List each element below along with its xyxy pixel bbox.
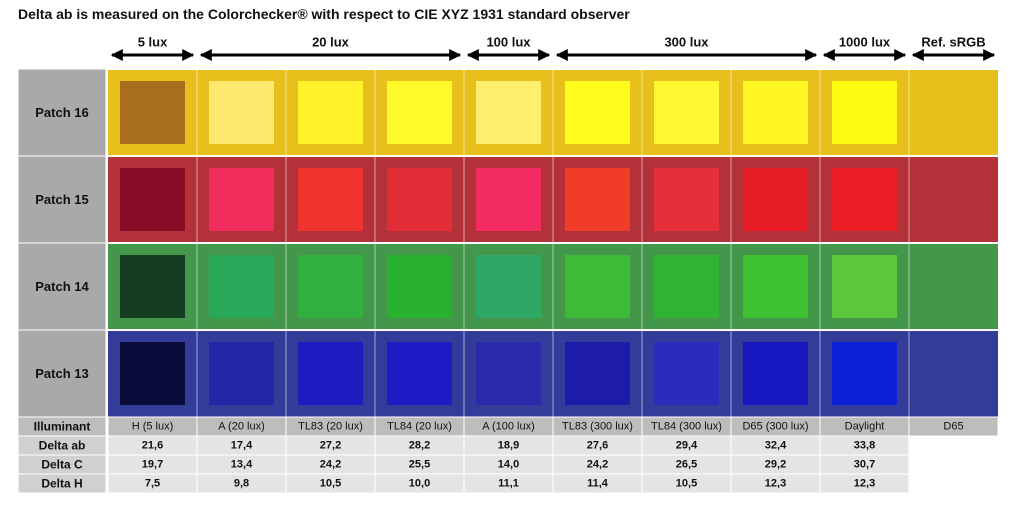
metric-value: 33,8 [854,440,875,452]
metric-value: 25,5 [409,459,430,471]
color-swatch [387,255,452,318]
metric-value: 14,0 [498,459,519,471]
color-swatch [120,81,185,144]
color-swatch [565,255,630,318]
metric-value: 7,5 [145,478,160,490]
metric-value: 11,1 [498,478,519,490]
metric-value: 13,4 [231,459,253,471]
patch-row-header [17,242,107,331]
color-swatch [298,255,363,318]
color-swatch [209,255,274,318]
metric-value: 9,8 [234,478,249,490]
metric-value: 10,5 [320,478,341,490]
color-swatch [120,342,185,405]
illuminant-name: A (100 lux) [482,421,535,433]
illuminant-header: Illuminant [34,420,91,434]
color-swatch [654,168,719,231]
metric-value: 24,2 [587,459,608,471]
metric-value: 12,3 [854,478,875,490]
color-swatch [565,81,630,144]
patch-row-header [17,155,107,244]
metric-value: 30,7 [854,459,875,471]
color-swatch [832,168,897,231]
lux-label: Ref. sRGB [921,35,985,50]
color-swatch [565,168,630,231]
color-swatch [298,168,363,231]
patch-row-label: Patch 15 [35,192,88,207]
color-swatch [476,342,541,405]
metric-label: Delta C [41,458,83,472]
patch-row-label: Patch 14 [35,279,89,294]
color-swatch [476,81,541,144]
patch-row-header [17,329,107,418]
chart-title: Delta ab is measured on the Colorchecker… [18,6,630,22]
color-swatch [387,168,452,231]
color-swatch [209,168,274,231]
color-swatch [832,255,897,318]
patch-row-label: Patch 13 [35,366,88,381]
patch-row-header [17,68,107,157]
metric-value: 19,7 [142,459,163,471]
lux-label: 300 lux [664,35,709,50]
color-swatch [832,342,897,405]
color-swatch [743,342,808,405]
illuminant-name: D65 [943,421,963,433]
metric-value: 21,6 [142,440,163,452]
color-swatch [832,81,897,144]
color-swatch [298,342,363,405]
metric-value: 12,3 [765,478,786,490]
lux-label: 20 lux [312,35,350,50]
metric-value: 29,2 [765,459,786,471]
metric-label: Delta ab [39,439,86,453]
lux-label: 1000 lux [839,35,891,50]
illuminant-name: D65 (300 lux) [742,421,808,433]
color-swatch [120,168,185,231]
metric-value: 27,6 [587,440,608,452]
metric-value: 29,4 [676,440,698,452]
metric-value: 24,2 [320,459,341,471]
metric-value: 11,4 [587,478,609,490]
metric-label: Delta H [41,477,82,491]
color-swatch [654,342,719,405]
color-swatch [743,81,808,144]
metric-value: 26,5 [676,459,697,471]
color-swatch [298,81,363,144]
metric-value: 10,5 [676,478,697,490]
metric-value: 17,4 [231,440,253,452]
color-swatch [565,342,630,405]
illuminant-name: TL84 (300 lux) [651,421,722,433]
color-swatch [120,255,185,318]
illuminant-name: TL84 (20 lux) [387,421,452,433]
illuminant-name: H (5 lux) [132,421,174,433]
illuminant-name: A (20 lux) [218,421,264,433]
color-swatch [476,168,541,231]
color-swatch [654,81,719,144]
lux-label: 5 lux [138,35,168,50]
illuminant-cell [908,416,999,437]
metric-value: 10,0 [409,478,430,490]
metric-label-cell [17,473,107,494]
illuminant-name: TL83 (20 lux) [298,421,363,433]
color-swatch [476,255,541,318]
metric-cell [819,473,910,494]
color-swatch [209,81,274,144]
color-swatch [387,81,452,144]
illuminant-name: TL83 (300 lux) [562,421,633,433]
lux-label: 100 lux [486,35,531,50]
color-swatch [743,168,808,231]
color-swatch [387,342,452,405]
illuminant-name: Daylight [845,421,885,433]
color-swatch [209,342,274,405]
metric-value: 18,9 [498,440,519,452]
metric-value: 28,2 [409,440,430,452]
patch-row-label: Patch 16 [35,105,88,120]
metric-value: 27,2 [320,440,341,452]
color-swatch [654,255,719,318]
metric-value: 32,4 [765,440,787,452]
color-swatch [743,255,808,318]
